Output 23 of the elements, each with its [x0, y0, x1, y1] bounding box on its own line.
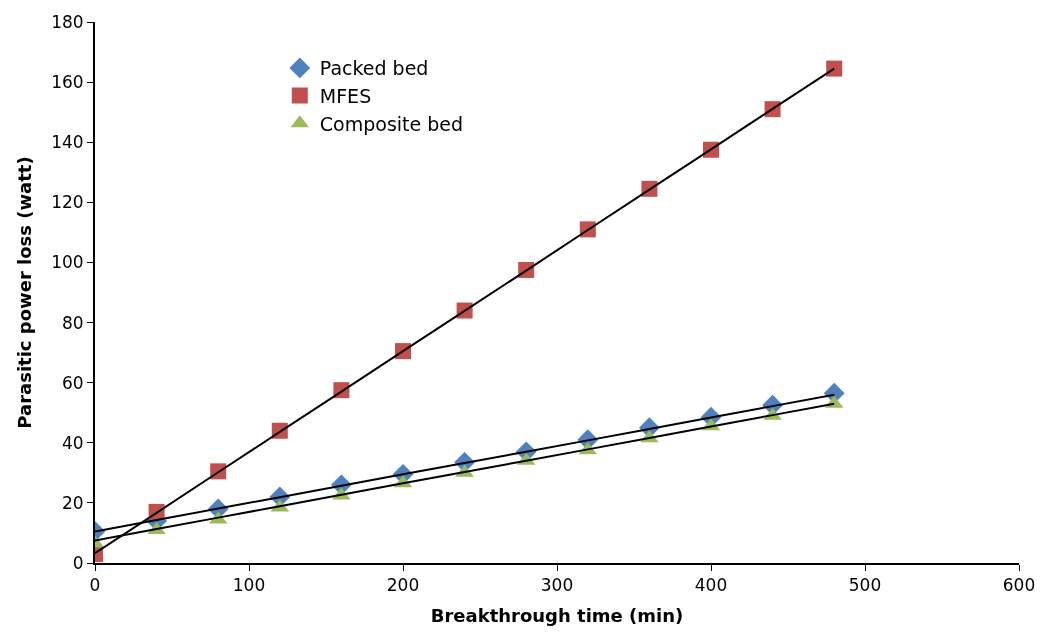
- x-tick-label: 400: [694, 575, 728, 596]
- y-tick-label: 100: [51, 252, 84, 273]
- x-axis-title: Breakthrough time (min): [430, 605, 684, 626]
- legend-label: MFES: [319, 85, 372, 108]
- y-tick-label: 40: [61, 432, 84, 453]
- y-tick-label: 20: [61, 492, 84, 513]
- y-tick-label: 80: [61, 312, 84, 333]
- x-tick-label: 300: [540, 575, 574, 596]
- y-tick-label: 120: [51, 192, 84, 213]
- x-tick-label: 600: [1002, 575, 1036, 596]
- x-tick-label: 100: [232, 575, 266, 596]
- y-tick-label: 140: [51, 132, 84, 153]
- point: [826, 60, 843, 77]
- y-tick-label: 60: [61, 372, 84, 393]
- legend-label: Packed bed: [319, 57, 429, 80]
- y-tick-label: 0: [72, 552, 84, 573]
- x-tick-label: 500: [848, 575, 882, 596]
- y-tick-label: 160: [51, 72, 84, 93]
- y-axis-title: Parasitic power loss (watt): [13, 156, 35, 429]
- x-tick-label: 0: [89, 575, 101, 596]
- x-tick-label: 200: [386, 575, 420, 596]
- legend-label: Composite bed: [319, 112, 464, 135]
- y-tick-label: 180: [51, 11, 84, 32]
